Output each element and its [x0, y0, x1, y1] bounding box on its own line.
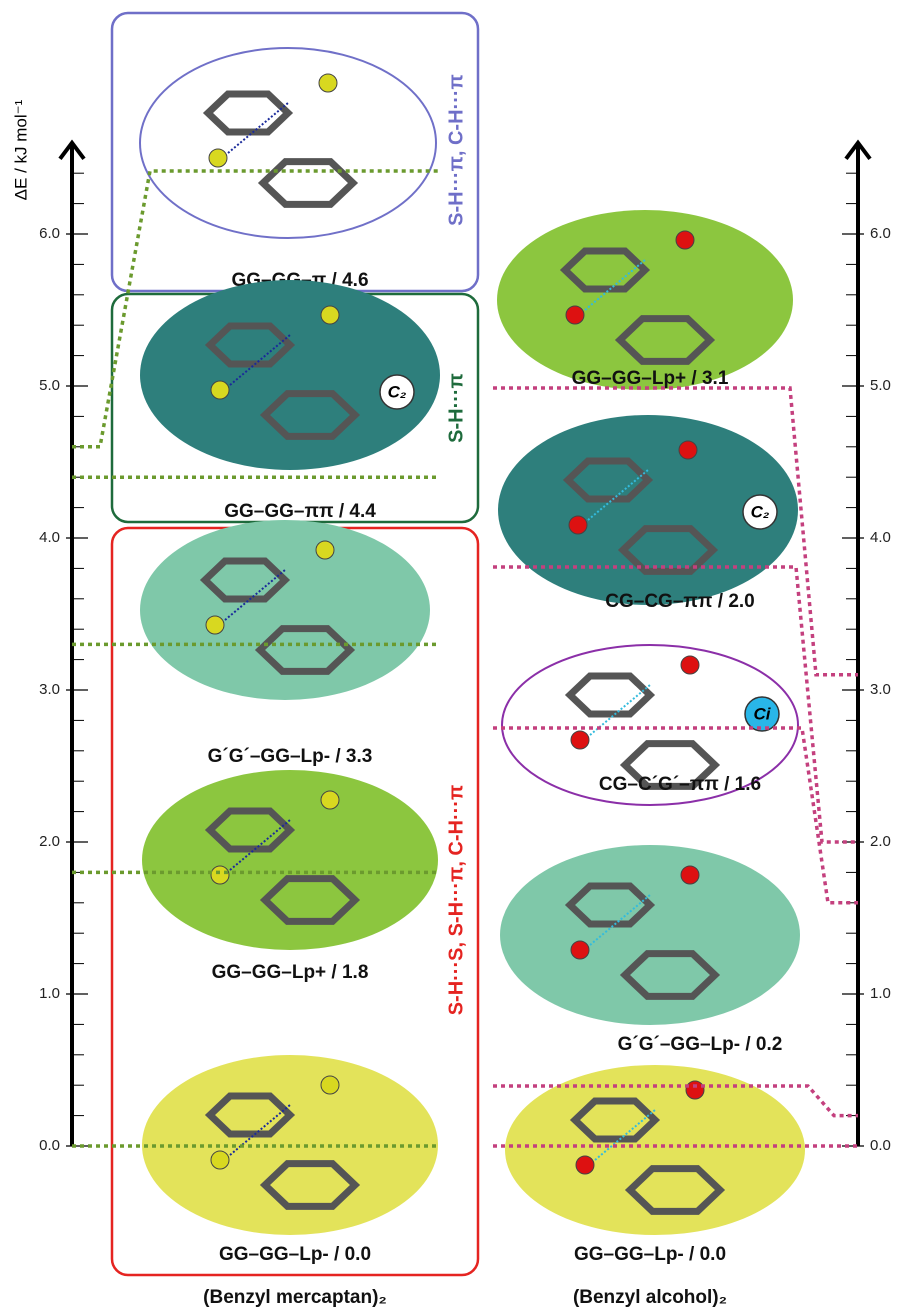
- atom: [211, 1151, 229, 1169]
- symmetry-label: C₂: [388, 382, 407, 401]
- conformer-ellipse: [140, 48, 436, 238]
- conformer-label: GG–GG–Lp+ / 1.8: [212, 962, 369, 983]
- series-name: (Benzyl mercaptan)₂: [203, 1287, 387, 1308]
- atom: [571, 731, 589, 749]
- atom: [576, 1156, 594, 1174]
- atom: [211, 381, 229, 399]
- y-tick-label: 2.0: [39, 833, 60, 850]
- atom: [206, 616, 224, 634]
- conformer-label: G´G´–GG–Lp- / 0.2: [618, 1034, 783, 1055]
- symmetry-label: C₂: [751, 502, 770, 521]
- y-tick-label: 4.0: [870, 529, 891, 546]
- y-tick-label: 3.0: [870, 681, 891, 698]
- y-tick-label: 1.0: [39, 985, 60, 1002]
- atom: [209, 149, 227, 167]
- y-tick-label: 5.0: [870, 377, 891, 394]
- atom: [321, 306, 339, 324]
- atom: [211, 866, 229, 884]
- conformer-label: CG–C´G´–ππ / 1.6: [599, 774, 761, 795]
- atom: [681, 656, 699, 674]
- conformer-label: GG–GG–Lp- / 0.0: [574, 1244, 726, 1265]
- atom: [571, 941, 589, 959]
- y-axis-title: ΔE / kJ mol⁻¹: [11, 99, 30, 200]
- y-tick-label: 2.0: [870, 833, 891, 850]
- conformer-label: GG–GG–ππ / 4.4: [224, 501, 376, 522]
- atom: [316, 541, 334, 559]
- atom: [321, 1076, 339, 1094]
- y-tick-label: 5.0: [39, 377, 60, 394]
- conformer-label: GG–GG–Lp+ / 3.1: [572, 368, 729, 389]
- conformer-label: G´G´–GG–Lp- / 3.3: [208, 746, 373, 767]
- atom: [681, 866, 699, 884]
- y-tick-label: 3.0: [39, 681, 60, 698]
- atom: [566, 306, 584, 324]
- y-tick-label: 4.0: [39, 529, 60, 546]
- atom: [569, 516, 587, 534]
- interaction-label: S-H···π, C-H···π: [445, 74, 467, 226]
- y-tick-label: 1.0: [870, 985, 891, 1002]
- atom: [686, 1081, 704, 1099]
- atom: [679, 441, 697, 459]
- y-tick-label: 0.0: [870, 1137, 891, 1154]
- atom: [319, 74, 337, 92]
- y-tick-label: 6.0: [39, 225, 60, 242]
- y-tick-label: 0.0: [39, 1137, 60, 1154]
- conformer-label: CG–CG–ππ / 2.0: [605, 591, 754, 612]
- interaction-label: S-H···π: [445, 373, 467, 443]
- atom: [676, 231, 694, 249]
- energy-diagram: S-H···π, C-H···π S-H···π S-H···S, S-H···π,…: [0, 0, 920, 1314]
- atom: [321, 791, 339, 809]
- series-name: (Benzyl alcohol)₂: [573, 1287, 727, 1308]
- conformer-label: GG–GG–Lp- / 0.0: [219, 1244, 371, 1265]
- symmetry-label: Ci: [754, 704, 772, 723]
- interaction-label: S-H···S, S-H···π, C-H···π: [445, 785, 467, 1016]
- y-tick-label: 6.0: [870, 225, 891, 242]
